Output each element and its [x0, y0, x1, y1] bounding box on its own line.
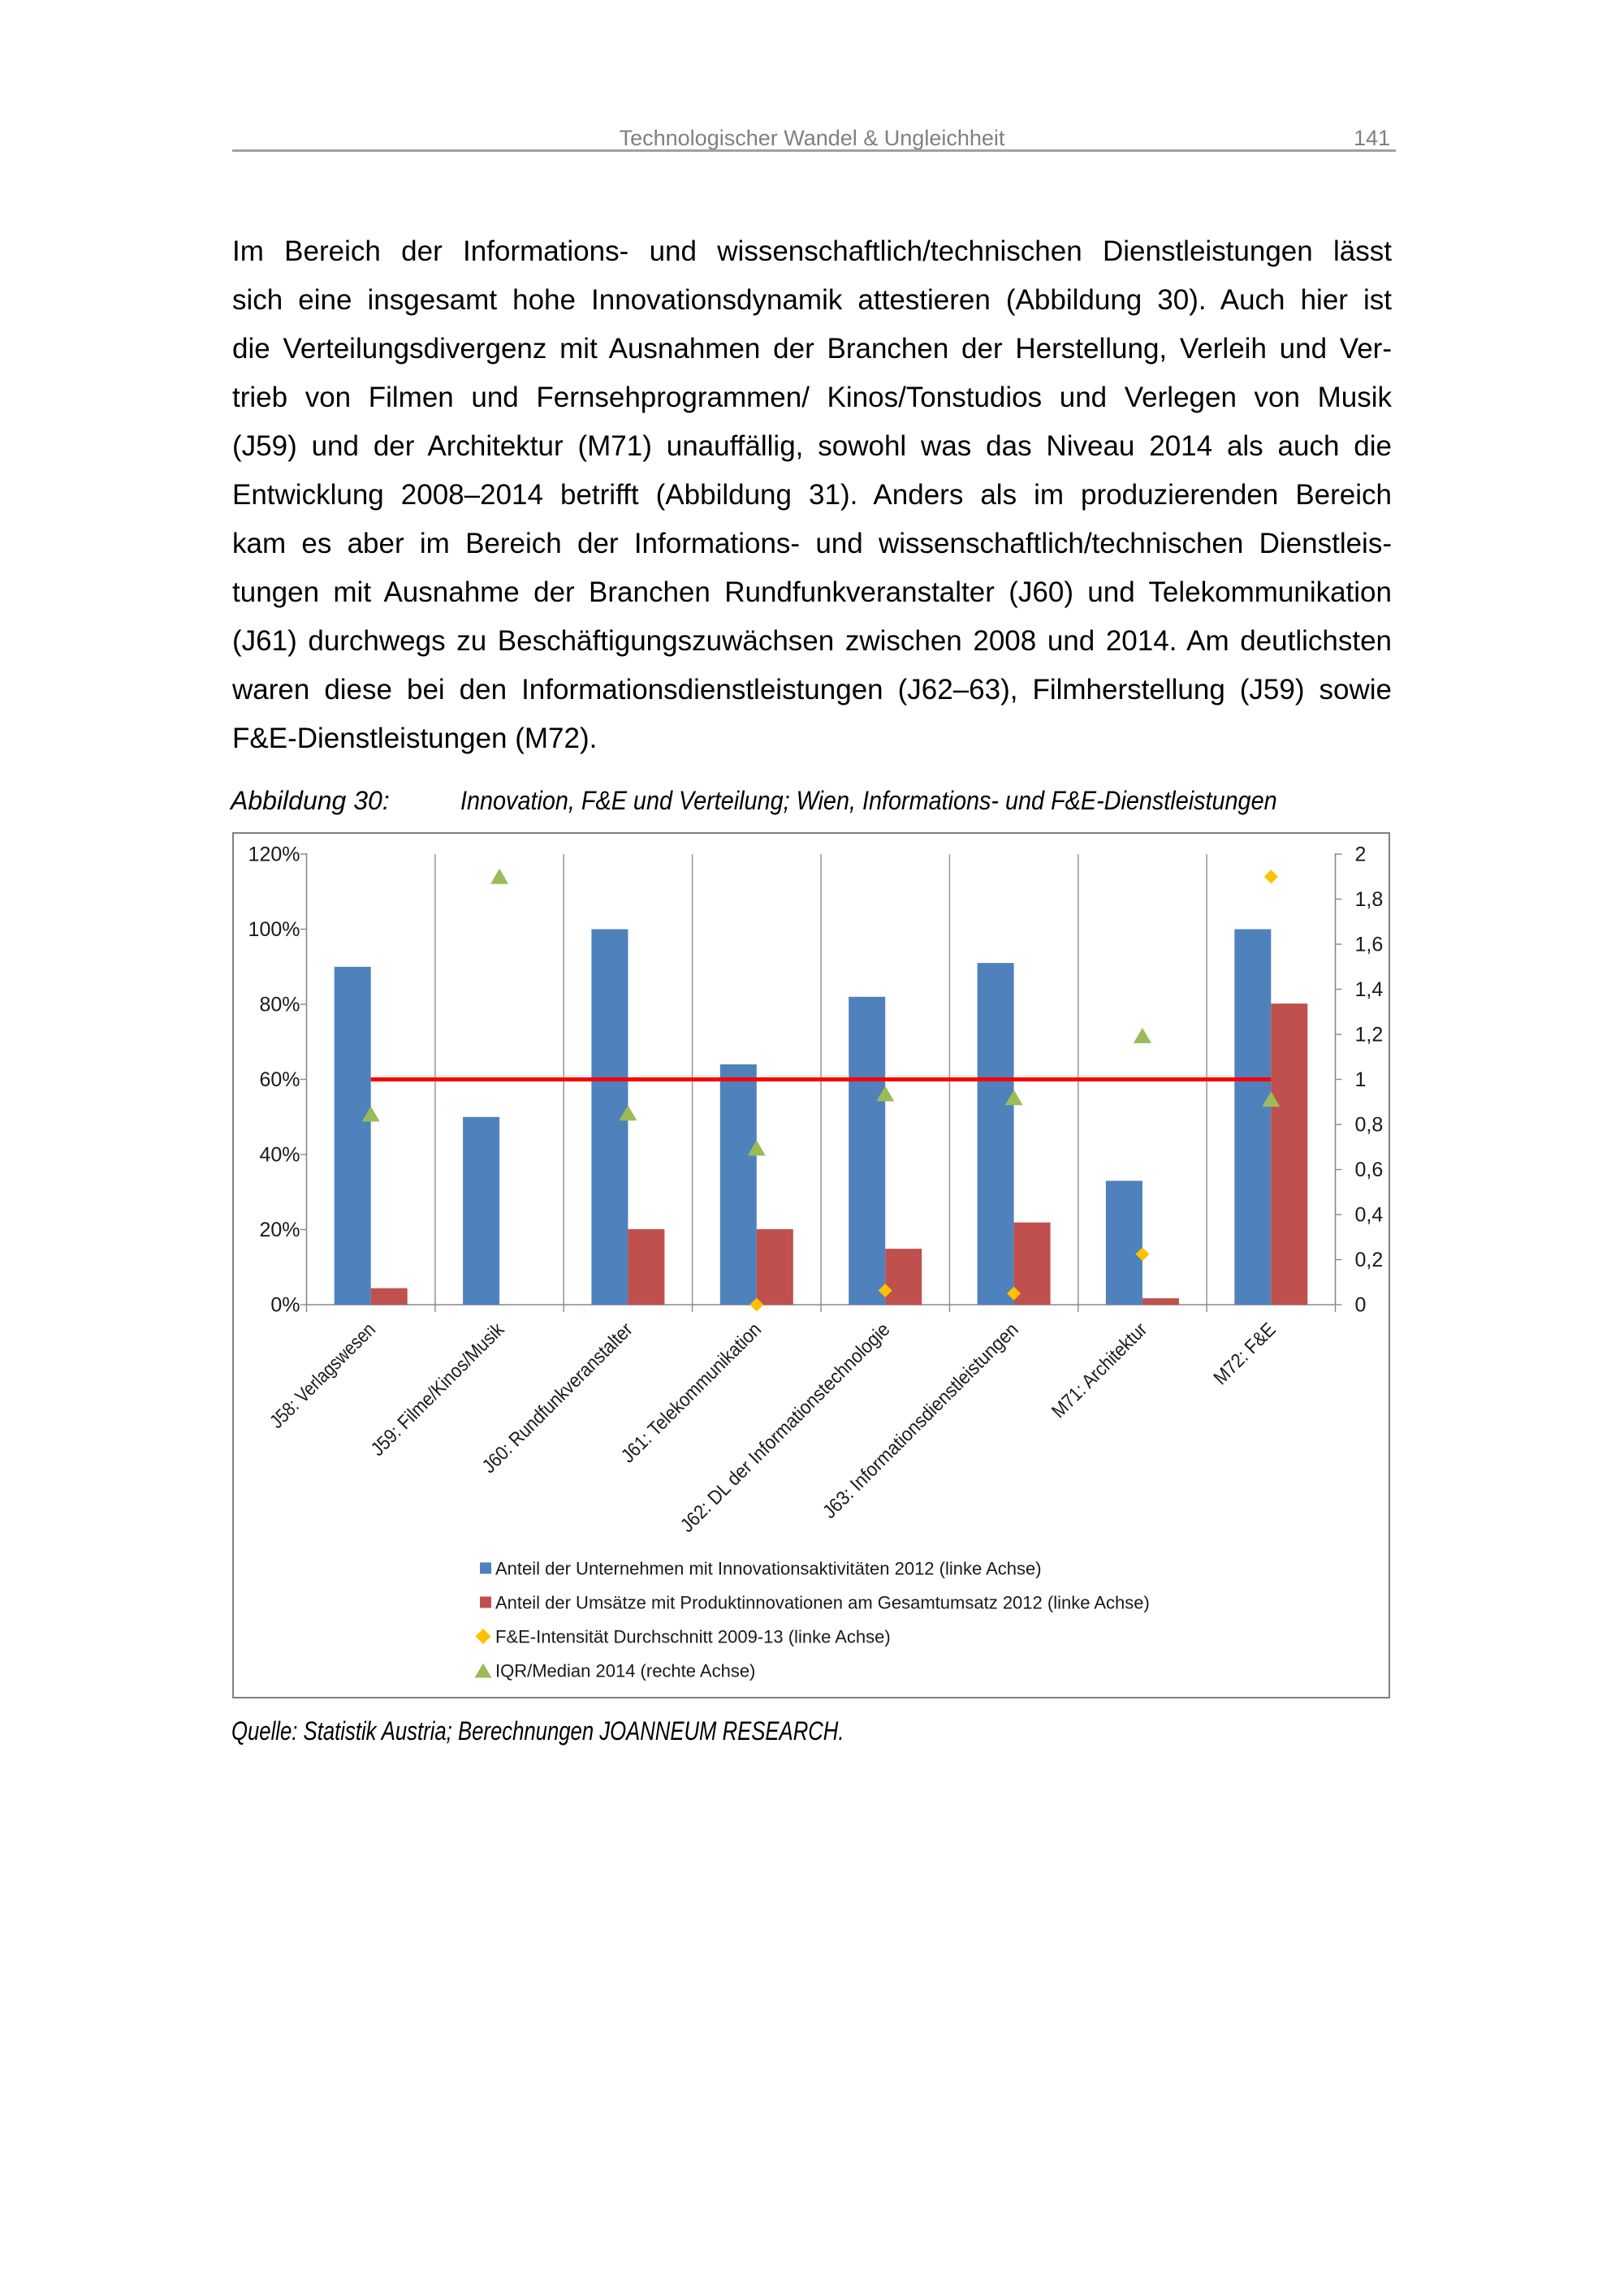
svg-text:60%: 60% — [259, 1068, 300, 1091]
svg-text:1: 1 — [1355, 1068, 1367, 1091]
svg-text:Anteil der Umsätze mit Produkt: Anteil der Umsätze mit Produktinnovation… — [495, 1593, 1150, 1613]
svg-text:0,4: 0,4 — [1355, 1204, 1384, 1227]
svg-text:0,8: 0,8 — [1355, 1114, 1384, 1137]
svg-text:80%: 80% — [259, 994, 300, 1016]
svg-text:F&E-Intensität Durchschnitt 20: F&E-Intensität Durchschnitt 2009-13 (lin… — [495, 1627, 891, 1647]
svg-text:1,4: 1,4 — [1355, 978, 1384, 1001]
svg-text:0,6: 0,6 — [1355, 1159, 1384, 1181]
svg-text:120%: 120% — [248, 844, 300, 866]
svg-text:0%: 0% — [270, 1294, 300, 1317]
svg-text:0,2: 0,2 — [1355, 1249, 1384, 1271]
svg-text:2: 2 — [1355, 844, 1367, 866]
svg-text:100%: 100% — [248, 918, 300, 941]
svg-text:IQR/Median 2014 (rechte Achse): IQR/Median 2014 (rechte Achse) — [495, 1661, 755, 1681]
svg-text:1,2: 1,2 — [1355, 1024, 1384, 1047]
svg-text:Anteil der Unternehmen mit Inn: Anteil der Unternehmen mit Innovationsak… — [495, 1559, 1042, 1579]
svg-text:20%: 20% — [259, 1219, 300, 1241]
svg-text:40%: 40% — [259, 1144, 300, 1167]
svg-text:0: 0 — [1355, 1294, 1367, 1317]
svg-text:1,6: 1,6 — [1355, 934, 1384, 956]
svg-text:1,8: 1,8 — [1355, 888, 1384, 911]
